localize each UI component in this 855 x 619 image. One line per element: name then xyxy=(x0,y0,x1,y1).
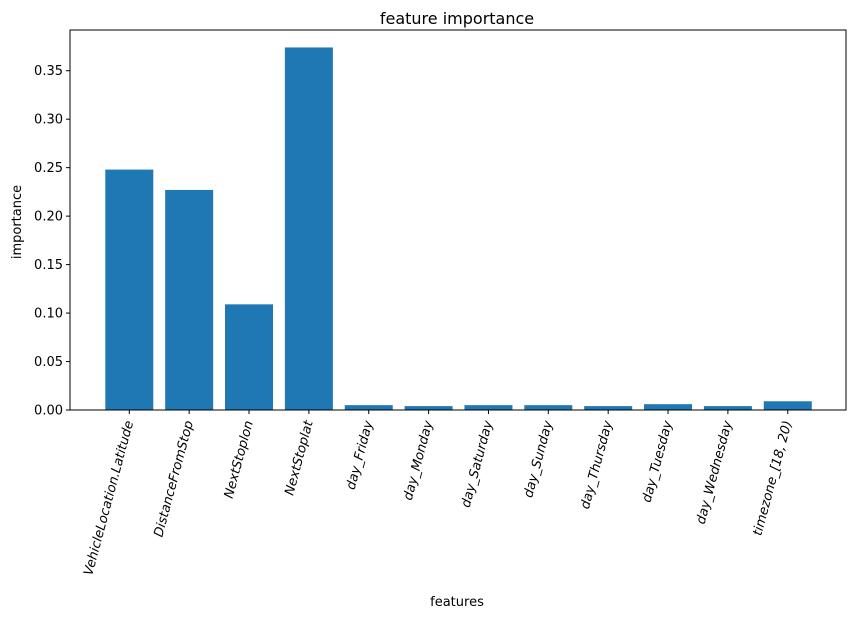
chart-title: feature importance xyxy=(380,9,534,28)
x-axis-label: features xyxy=(430,595,484,610)
x-tick-label: day_Friday xyxy=(344,419,377,492)
x-tick-label: day_Monday xyxy=(401,419,437,502)
bar-day_Monday xyxy=(404,406,453,410)
y-axis-label: importance xyxy=(10,185,25,259)
y-axis: 0.00 0.05 0.10 0.15 0.20 0.25 0.30 0.35 xyxy=(34,64,70,419)
x-tick-label: DistanceFromStop xyxy=(152,419,198,539)
x-tick-label: day_Saturday xyxy=(459,419,497,509)
x-axis: VehicleLocation.Latitude DistanceFromStop… xyxy=(81,410,796,577)
bars-group xyxy=(105,47,812,410)
bar-day_Tuesday xyxy=(644,404,693,410)
y-tick-label: 0.25 xyxy=(34,161,63,176)
x-tick-label: day_Tuesday xyxy=(640,419,676,504)
x-tick-label: timezone_[18, 20) xyxy=(750,419,795,537)
y-tick-label: 0.35 xyxy=(34,64,63,79)
bar-day_Saturday xyxy=(464,405,513,410)
bar-timezone_[18, 20) xyxy=(763,401,812,410)
y-tick-label: 0.10 xyxy=(34,307,63,322)
x-tick-label: day_Thursday xyxy=(578,419,616,511)
bar-VehicleLocation.Latitude xyxy=(105,169,154,410)
bar-day_Friday xyxy=(344,405,393,410)
y-tick-label: 0.00 xyxy=(34,404,63,419)
x-tick-label: NextStoplat xyxy=(282,418,317,497)
x-tick-label: NextStoplon xyxy=(222,419,257,500)
bar-day_Thursday xyxy=(584,406,633,410)
x-tick-label: day_Sunday xyxy=(521,419,556,500)
bar-day_Sunday xyxy=(524,405,573,410)
x-tick-label: VehicleLocation.Latitude xyxy=(81,419,137,577)
bar-day_Wednesday xyxy=(703,406,752,410)
bar-NextStoplat xyxy=(284,47,333,410)
y-tick-label: 0.30 xyxy=(34,113,63,128)
y-tick-label: 0.20 xyxy=(34,210,63,225)
bar-DistanceFromStop xyxy=(165,189,214,410)
plot-frame xyxy=(69,29,847,411)
y-tick-label: 0.15 xyxy=(34,258,63,273)
y-tick-label: 0.05 xyxy=(34,355,63,370)
x-tick-label: day_Wednesday xyxy=(694,419,736,526)
bar-NextStoplon xyxy=(225,304,274,410)
